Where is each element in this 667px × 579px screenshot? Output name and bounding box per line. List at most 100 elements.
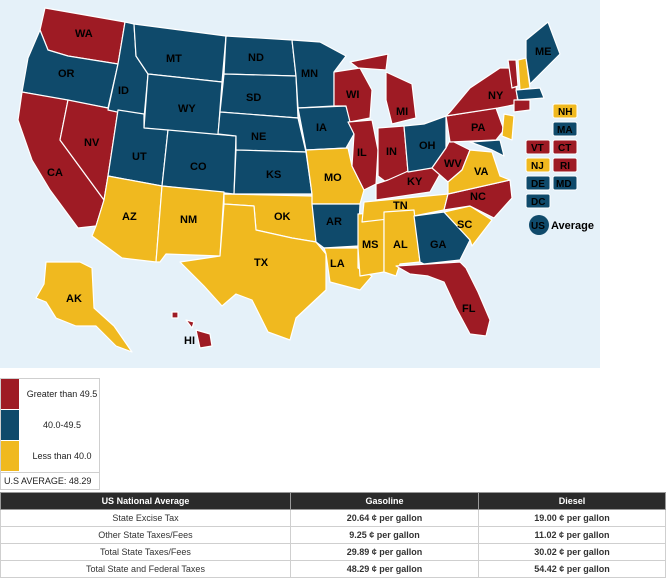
state-AK[interactable] bbox=[35, 261, 133, 353]
state-FL[interactable] bbox=[395, 261, 491, 337]
tax-table: US National Average Gasoline Diesel Stat… bbox=[0, 492, 666, 578]
label-MT: MT bbox=[166, 53, 182, 65]
gasoline-value: 20.64 ¢ per gallon bbox=[290, 509, 479, 527]
column-header-label: US National Average bbox=[0, 492, 291, 510]
state-MA-shape[interactable] bbox=[515, 87, 545, 101]
label-ME: ME bbox=[535, 46, 552, 58]
label-MN: MN bbox=[301, 68, 318, 80]
state-AR[interactable] bbox=[311, 203, 361, 249]
state-NJ-shape[interactable] bbox=[501, 113, 515, 141]
label-OK: OK bbox=[274, 211, 291, 223]
label-HI: HI bbox=[184, 335, 195, 347]
box-MA[interactable] bbox=[552, 121, 578, 137]
row-label: Other State Taxes/Fees bbox=[0, 526, 291, 544]
label-WA: WA bbox=[75, 28, 93, 40]
state-IL[interactable] bbox=[347, 119, 379, 191]
legend-label-high: Greater than 49.5 bbox=[26, 389, 98, 399]
gasoline-value: 9.25 ¢ per gallon bbox=[290, 526, 479, 544]
label-AR: AR bbox=[326, 216, 342, 228]
diesel-value: 54.42 ¢ per gallon bbox=[478, 560, 666, 578]
label-PA: PA bbox=[471, 122, 486, 134]
label-MI: MI bbox=[396, 106, 408, 118]
legend-item-high: Greater than 49.5 bbox=[1, 379, 99, 410]
box-label-DE: DE bbox=[531, 179, 545, 190]
state-TX[interactable] bbox=[179, 203, 327, 341]
legend-us-average: U.S AVERAGE: 48.29 bbox=[1, 472, 99, 489]
legend-item-mid: 40.0-49.5 bbox=[1, 410, 99, 441]
state-ME[interactable] bbox=[525, 21, 561, 85]
table-header-row: US National Average Gasoline Diesel bbox=[0, 492, 666, 510]
label-NY: NY bbox=[488, 90, 504, 102]
box-label-CT: CT bbox=[558, 143, 571, 154]
box-label-NH: NH bbox=[558, 107, 572, 118]
state-CT-shape[interactable] bbox=[513, 99, 531, 113]
label-IL: IL bbox=[357, 147, 367, 159]
label-IN: IN bbox=[386, 146, 397, 158]
label-OR: OR bbox=[58, 68, 75, 80]
legend-swatch-mid bbox=[1, 410, 19, 440]
us-average-badge-text: US bbox=[531, 221, 545, 232]
label-AK: AK bbox=[66, 293, 82, 305]
label-MO: MO bbox=[324, 172, 342, 184]
state-VT-shape[interactable] bbox=[507, 59, 519, 89]
label-OH: OH bbox=[419, 140, 436, 152]
label-FL: FL bbox=[462, 303, 476, 315]
box-NJ[interactable] bbox=[525, 157, 551, 173]
label-NC: NC bbox=[470, 191, 486, 203]
legend-item-low: Less than 40.0 bbox=[1, 441, 99, 472]
state-VA[interactable] bbox=[447, 149, 511, 195]
label-IA: IA bbox=[316, 122, 327, 134]
legend-label-mid: 40.0-49.5 bbox=[42, 420, 82, 430]
label-NE: NE bbox=[251, 131, 266, 143]
diesel-value: 11.02 ¢ per gallon bbox=[478, 526, 666, 544]
state-MO[interactable] bbox=[305, 147, 365, 205]
label-WV: WV bbox=[444, 158, 462, 170]
label-ND: ND bbox=[248, 52, 264, 64]
gasoline-value: 29.89 ¢ per gallon bbox=[290, 543, 479, 561]
state-AL[interactable] bbox=[383, 209, 421, 277]
box-DC[interactable] bbox=[525, 193, 551, 209]
us-average-label: Average bbox=[551, 220, 594, 232]
label-CO: CO bbox=[190, 161, 207, 173]
box-MD[interactable] bbox=[552, 175, 578, 191]
state-HI[interactable] bbox=[171, 311, 213, 349]
diesel-value: 19.00 ¢ per gallon bbox=[478, 509, 666, 527]
box-label-MA: MA bbox=[557, 125, 573, 136]
gasoline-value: 48.29 ¢ per gallon bbox=[290, 560, 479, 578]
label-AZ: AZ bbox=[122, 211, 137, 223]
label-SD: SD bbox=[246, 92, 261, 104]
box-label-RI: RI bbox=[560, 161, 570, 172]
box-NH[interactable] bbox=[552, 103, 578, 119]
label-UT: UT bbox=[132, 151, 147, 163]
label-SC: SC bbox=[457, 219, 472, 231]
label-CA: CA bbox=[47, 167, 63, 179]
legend-swatch-high bbox=[1, 379, 19, 409]
column-header-gasoline: Gasoline bbox=[290, 492, 479, 510]
state-MI[interactable] bbox=[349, 53, 417, 125]
box-label-NJ: NJ bbox=[531, 161, 544, 172]
label-WI: WI bbox=[346, 89, 359, 101]
row-label: State Excise Tax bbox=[0, 509, 291, 527]
box-VT[interactable] bbox=[525, 139, 551, 155]
state-MD-shape[interactable] bbox=[469, 139, 505, 157]
us-map: WA OR CA NV ID MT WY UT AZ CO NM ND SD N… bbox=[0, 0, 600, 368]
box-RI[interactable] bbox=[552, 157, 578, 173]
label-GA: GA bbox=[430, 239, 447, 251]
label-MS: MS bbox=[362, 239, 379, 251]
table-row: Total State and Federal Taxes 48.29 ¢ pe… bbox=[0, 560, 666, 578]
label-VA: VA bbox=[474, 166, 489, 178]
box-DE[interactable] bbox=[525, 175, 551, 191]
box-label-DC: DC bbox=[531, 197, 545, 208]
label-TN: TN bbox=[393, 200, 408, 212]
row-label: Total State Taxes/Fees bbox=[0, 543, 291, 561]
box-CT[interactable] bbox=[552, 139, 578, 155]
state-NM[interactable] bbox=[155, 185, 225, 263]
state-NY[interactable] bbox=[445, 67, 519, 117]
state-WI[interactable] bbox=[333, 67, 373, 123]
box-label-VT: VT bbox=[531, 143, 544, 154]
box-label-MD: MD bbox=[556, 179, 572, 190]
us-average-badge[interactable] bbox=[529, 215, 549, 235]
label-LA: LA bbox=[330, 258, 345, 270]
label-NM: NM bbox=[180, 214, 197, 226]
legend-label-low: Less than 40.0 bbox=[32, 451, 92, 461]
